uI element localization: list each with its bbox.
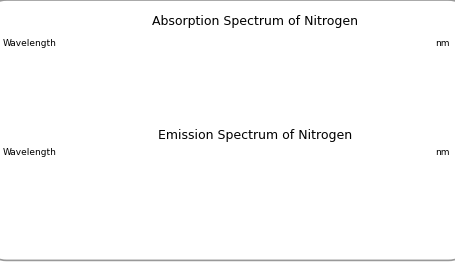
Text: 430: 430 [106, 150, 123, 159]
Text: 460: 460 [141, 41, 158, 50]
Text: 490: 490 [176, 150, 193, 159]
Text: 580: 580 [281, 41, 298, 50]
Text: 640: 640 [351, 150, 369, 159]
Text: 490: 490 [176, 41, 193, 50]
Text: Absorption Spectrum of Nitrogen: Absorption Spectrum of Nitrogen [152, 15, 358, 28]
Text: 670: 670 [386, 150, 404, 159]
Text: 640: 640 [351, 41, 369, 50]
Text: nm: nm [435, 148, 450, 157]
Text: 430: 430 [106, 41, 123, 50]
Text: 700: 700 [421, 41, 439, 50]
Text: 610: 610 [316, 150, 334, 159]
Text: 610: 610 [316, 41, 334, 50]
Text: 580: 580 [281, 150, 298, 159]
Text: Wavelength: Wavelength [2, 39, 56, 48]
Text: 550: 550 [246, 41, 263, 50]
Text: Wavelength: Wavelength [2, 148, 56, 157]
Text: 520: 520 [211, 41, 228, 50]
Text: 670: 670 [386, 41, 404, 50]
FancyBboxPatch shape [0, 0, 455, 260]
Text: nm: nm [435, 39, 450, 48]
Text: 520: 520 [211, 150, 228, 159]
Text: 400: 400 [71, 150, 88, 159]
Text: 700: 700 [421, 150, 439, 159]
Text: 460: 460 [141, 150, 158, 159]
Text: 400: 400 [71, 41, 88, 50]
Text: Emission Spectrum of Nitrogen: Emission Spectrum of Nitrogen [158, 129, 352, 142]
Text: 550: 550 [246, 150, 263, 159]
